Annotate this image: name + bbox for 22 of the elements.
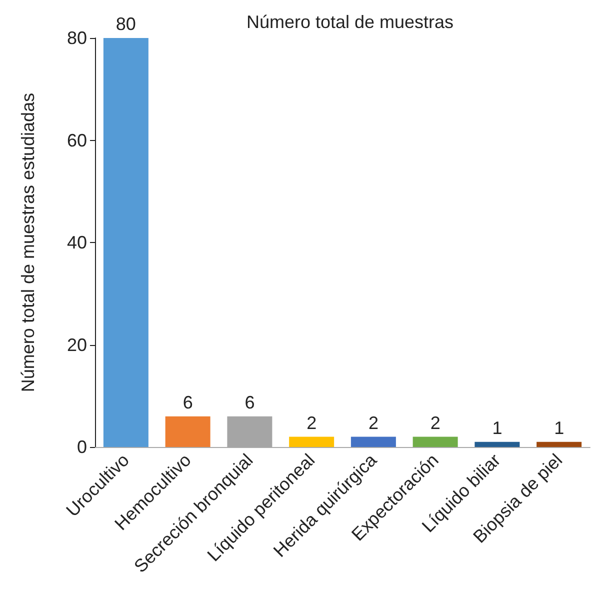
bar [474, 442, 520, 447]
data-label: 1 [492, 418, 502, 438]
bar [350, 436, 396, 447]
data-label: 80 [116, 14, 136, 34]
y-tick-label: 0 [76, 437, 87, 457]
bar [289, 436, 334, 447]
y-tick-label: 60 [66, 130, 87, 150]
data-label: 2 [368, 412, 378, 433]
bar [412, 436, 458, 447]
chart-title: Número total de muestras [246, 12, 454, 32]
data-label: 2 [430, 412, 440, 433]
data-label: 6 [182, 392, 193, 412]
y-tick-label: 40 [66, 232, 87, 252]
y-tick-label: 80 [66, 28, 87, 48]
bar [103, 38, 148, 447]
data-label: 6 [244, 392, 255, 412]
y-axis-title: Número total de muestras estudiadas [18, 92, 38, 392]
bar [536, 442, 582, 447]
y-tick-label: 20 [66, 334, 87, 355]
data-label: 1 [554, 418, 564, 438]
bar [165, 416, 210, 447]
data-label: 2 [306, 412, 317, 433]
